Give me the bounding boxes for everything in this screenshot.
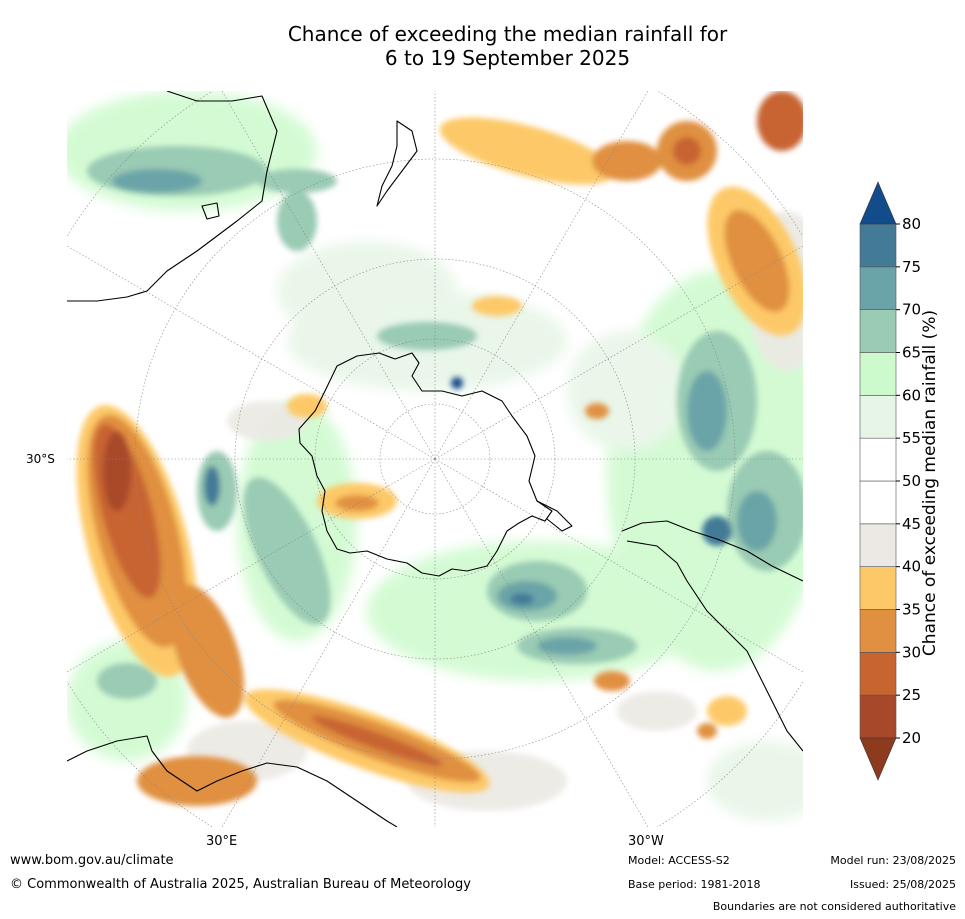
colorbar: 20 25 30 35 40 45 50 55 60 65 70 75 80 — [859, 181, 921, 781]
south-america-coast — [621, 520, 803, 752]
colorbar-tick-label: 20 — [902, 729, 921, 747]
colorbar-tick-label: 55 — [902, 429, 921, 447]
longitude-label-30w: 30°W — [628, 834, 664, 849]
colorbar-tick-label: 65 — [902, 344, 921, 362]
title-line-2: 6 to 19 September 2025 — [384, 46, 631, 70]
colorbar-band-70-75 — [859, 266, 897, 310]
colorbar-band-40-45 — [859, 523, 897, 567]
colorbar-band-55-60 — [859, 395, 897, 439]
colorbar-band-25-30 — [859, 652, 897, 696]
coastlines — [67, 91, 803, 827]
colorbar-under-arrow — [859, 737, 897, 781]
colorbar-band-30-35 — [859, 609, 897, 653]
africa-coast — [67, 735, 398, 827]
antarctica-coast — [298, 352, 553, 577]
footer-disclaimer: Boundaries are not considered authoritat… — [712, 900, 956, 913]
colorbar-tick-label: 80 — [902, 215, 921, 233]
footer-url[interactable]: www.bom.gov.au/climate — [10, 853, 174, 868]
footer-copyright: © Commonwealth of Australia 2025, Austra… — [10, 877, 471, 892]
colorbar-band-65-70 — [859, 309, 897, 353]
colorbar-band-60-65 — [859, 352, 897, 396]
colorbar-title: Chance of exceeding median rainfall (%) — [920, 309, 940, 657]
rainfall-wet-areas — [87, 146, 803, 699]
colorbar-tick-label: 75 — [902, 258, 921, 276]
antarctic-peninsula — [536, 500, 573, 532]
australia-coast — [67, 91, 278, 302]
colorbar-over-arrow — [859, 181, 897, 225]
colorbar-tick-label: 45 — [902, 515, 921, 533]
colorbar-band-20-25 — [859, 694, 897, 739]
colorbar-band-75-80 — [859, 223, 897, 268]
colorbar-band-45-50 — [859, 480, 897, 525]
colorbar-tick-label: 70 — [902, 301, 921, 319]
longitude-label-30e: 30°E — [206, 834, 238, 849]
new-zealand-coast — [376, 120, 418, 207]
title-line-1: Chance of exceeding the median rainfall … — [287, 22, 728, 46]
polar-map — [67, 91, 803, 827]
footer-issued: Issued: 25/08/2025 — [849, 878, 956, 891]
colorbar-tick-label: 40 — [902, 558, 921, 576]
colorbar-tick-label: 60 — [902, 386, 921, 404]
footer-model: Model: ACCESS-S2 — [628, 854, 730, 867]
colorbar-tick-label: 30 — [902, 643, 921, 661]
map-title: Chance of exceeding the median rainfall … — [0, 22, 965, 70]
colorbar-tick-label: 50 — [902, 472, 921, 490]
tasmania-coast — [201, 202, 220, 220]
colorbar-band-50-55 — [859, 437, 897, 482]
footer-base-period: Base period: 1981-2018 — [628, 878, 761, 891]
footer-model-run: Model run: 23/08/2025 — [830, 854, 956, 867]
graticule — [67, 91, 803, 827]
colorbar-band-35-40 — [859, 566, 897, 610]
colorbar-tick-label: 35 — [902, 601, 921, 619]
latitude-label-30s: 30°S — [26, 452, 55, 466]
colorbar-tick-label: 25 — [902, 686, 921, 704]
rainfall-dry-areas — [76, 91, 803, 806]
